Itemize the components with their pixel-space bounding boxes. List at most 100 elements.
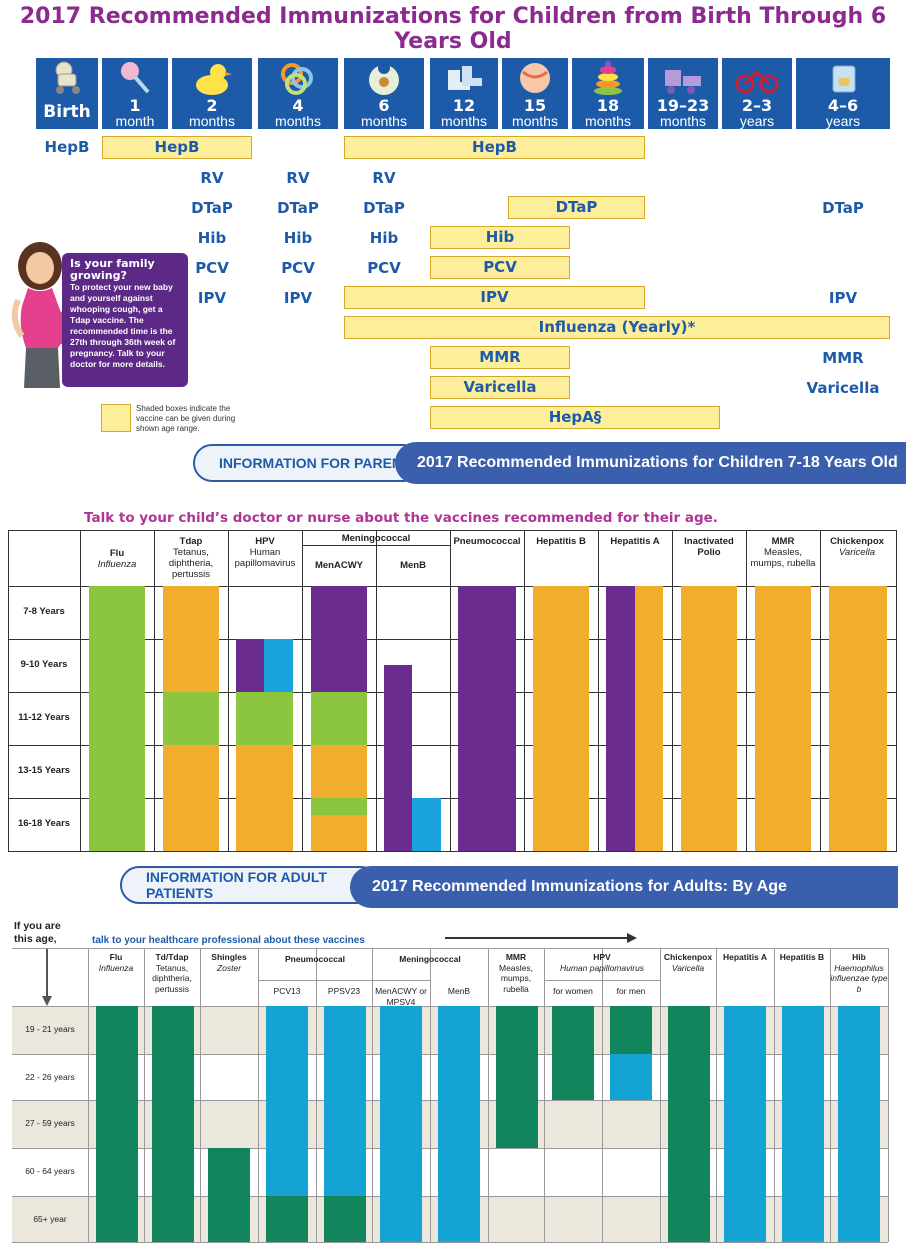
talk-to-doctor-note: Talk to your child’s doctor or nurse abo… (84, 510, 718, 526)
column-header: Hepatitis A (716, 952, 774, 963)
ipv-box-6-18mo: IPV (344, 286, 645, 309)
ipv-4mo-label: IPV (283, 289, 313, 307)
adults-banner-bold: By Age (732, 878, 787, 895)
hpv-group-sub: Human papillomavirus (559, 962, 645, 973)
age-number: 18 (596, 96, 620, 115)
grid-rule (672, 530, 673, 852)
column-header: MMR Measles, mumps, rubella (488, 952, 544, 994)
column-header-name: for women (553, 986, 593, 996)
dtap-4-6yr-label: DTaP (822, 199, 864, 217)
age-column: 4 months (258, 58, 338, 129)
hib-4mo-label: Hib (283, 229, 313, 247)
row-age-label: 11-12 Years (18, 712, 70, 723)
column-header: for women (544, 986, 602, 997)
adults-banner-text: 2017 Recommended Immunizations for Adult… (372, 878, 728, 895)
column-header-name: MenB (400, 560, 426, 571)
column-header-sub: Influenza (98, 962, 134, 973)
grid-rule (372, 948, 373, 1242)
column-header-name: Hepatitis B (779, 952, 825, 962)
column-header: Hepatitis A (598, 536, 672, 547)
varicella-box-12-15mo: Varicella (430, 376, 570, 399)
banner-7-18-title: 2017 Recommended Immunizations for Child… (395, 442, 906, 484)
column-header: Chickenpox Varicella (820, 536, 894, 558)
hib-6mo-label: Hib (369, 229, 399, 247)
grid-rule (488, 948, 489, 1242)
column-header-sub: Haemophilus influenzae type b (830, 962, 888, 994)
schedule-bar (264, 639, 293, 692)
schedule-bar (782, 1006, 824, 1242)
column-header-name: PPSV23 (327, 986, 361, 996)
grid-rule (430, 948, 431, 1242)
meningococcal-group-header: Meningococcal (399, 954, 461, 964)
column-header-sub: Varicella (838, 547, 876, 558)
schedule-bar (163, 586, 219, 692)
grid-rule (602, 948, 603, 1242)
schedule-bar (755, 586, 811, 851)
grid-rule (88, 948, 89, 1242)
age-column: 4–6 years (796, 58, 890, 129)
info-adults-pill: INFORMATION FOR ADULT PATIENTS (120, 866, 380, 904)
column-header-sub: Influenza (97, 559, 137, 570)
age-column: 12 months (430, 58, 498, 129)
column-header-sub: Measles, mumps, rubella (498, 962, 533, 994)
column-header-sub: Zoster (216, 962, 242, 973)
age-number: 2 (206, 96, 218, 115)
grid-rule (8, 586, 896, 587)
column-header: MenACWY (302, 560, 376, 571)
pcv-6mo-label: PCV (367, 259, 401, 277)
column-header: MMR Measles, mumps, rubella (746, 536, 820, 569)
row-age-label: 22 - 26 years (25, 1072, 75, 1082)
age-unit: month (115, 113, 155, 129)
stroller-icon (36, 58, 98, 98)
column-header: Hib Haemophilus influenzae type b (830, 952, 888, 994)
schedule-bar (606, 586, 635, 851)
schedule-bar (412, 798, 441, 851)
hepb-box-6-18mo: HepB (344, 136, 645, 159)
stacking-rings-icon (572, 58, 644, 98)
if-you-are-this-age: If you are this age, (14, 920, 61, 945)
age-number: 6 (378, 96, 390, 115)
age-column: 1 month (102, 58, 168, 129)
grid-rule (830, 948, 831, 1242)
grid-rule (896, 530, 897, 852)
row-age-label: 7-8 Years (23, 606, 65, 617)
schedule-bar (496, 1006, 538, 1148)
schedule-bar (438, 1006, 480, 1242)
schedule-bar (610, 1054, 652, 1100)
age-unit: years (739, 113, 775, 129)
age-column: 6 months (344, 58, 424, 129)
hepb-birth-label: HepB (44, 138, 90, 156)
age-unit: months (660, 113, 706, 129)
grid-rule (8, 798, 896, 799)
column-header-name: MMR (505, 952, 527, 962)
age-unit: years (825, 113, 861, 129)
schedule-bar (324, 1006, 366, 1196)
grid-rule (8, 692, 896, 693)
column-header-name: MenB (447, 986, 471, 996)
age-unit: months (585, 113, 631, 129)
schedule-bar (311, 745, 367, 798)
grid-rule (888, 948, 889, 1242)
column-header: MenB (430, 986, 488, 997)
dtap-box-15-18mo: DTaP (508, 196, 645, 219)
grid-rule (302, 545, 450, 546)
dtap-2mo-label: DTaP (191, 199, 233, 217)
grid-rule (316, 948, 317, 1242)
column-header: Hepatitis B (524, 536, 598, 547)
grid-rule (12, 948, 888, 949)
row-age-label: 60 - 64 years (25, 1166, 75, 1176)
hepb-box-1-2mo: HepB (102, 136, 252, 159)
schedule-bar (324, 1196, 366, 1242)
schedule-bar (635, 586, 663, 851)
column-header: Flu Influenza (88, 952, 144, 973)
schedule-bar (96, 1006, 138, 1242)
schedule-bar (610, 1006, 652, 1054)
schedule-bar (668, 1006, 710, 1242)
grid-rule (746, 530, 747, 852)
column-header: Flu Influenza (80, 548, 154, 570)
age-unit: months (189, 113, 235, 129)
grid-rule (376, 530, 377, 852)
dtap-6mo-label: DTaP (363, 199, 405, 217)
pcv-2mo-label: PCV (195, 259, 229, 277)
schedule-bar (236, 692, 293, 745)
